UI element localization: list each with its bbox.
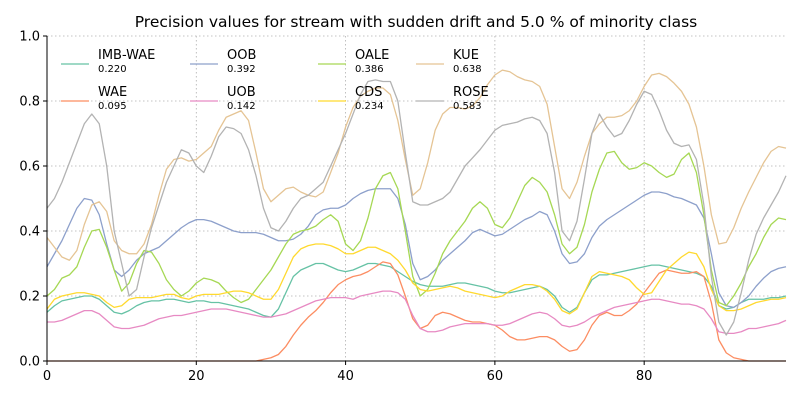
y-tick-label: 0.2 xyxy=(19,290,40,305)
series-line-rose xyxy=(46,79,787,336)
legend-label: IMB-WAE xyxy=(98,48,155,63)
legend-score: 0.583 xyxy=(453,101,482,112)
series-line-wae xyxy=(47,261,786,362)
chart-title: Precision values for stream with sudden … xyxy=(135,13,698,31)
legend-label: UOB xyxy=(227,85,256,100)
y-tick-label: 0.8 xyxy=(19,95,40,110)
series-lines xyxy=(46,69,787,362)
legend-score: 0.142 xyxy=(227,101,256,112)
x-tick-label: 40 xyxy=(337,369,354,384)
series-line-oob xyxy=(46,188,787,309)
legend-score: 0.095 xyxy=(98,101,127,112)
series-line-imb-wae xyxy=(46,262,787,318)
x-tick-label: 80 xyxy=(636,369,653,384)
x-tick-label: 60 xyxy=(487,369,504,384)
x-tick-label: 20 xyxy=(188,369,205,384)
series-line-uob xyxy=(47,290,787,335)
y-tick-label: 1.0 xyxy=(19,30,40,45)
legend-label: OOB xyxy=(227,48,256,63)
y-tick-label: 0.0 xyxy=(19,355,40,370)
series-line-cds xyxy=(46,243,787,315)
y-tick-label: 0.6 xyxy=(19,160,40,175)
axes: 0.0 0.2 0.4 0.6 0.8 1.0 0 20 40 60 80 xyxy=(19,30,786,384)
legend-score: 0.220 xyxy=(98,64,127,75)
legend-label: CDS xyxy=(355,85,382,100)
x-tick-label: 0 xyxy=(43,369,51,384)
legend-score: 0.638 xyxy=(453,64,482,75)
legend-score: 0.234 xyxy=(355,101,384,112)
legend-score: 0.392 xyxy=(227,64,256,75)
legend-score: 0.386 xyxy=(355,64,384,75)
legend-label: WAE xyxy=(98,85,127,100)
legend-label: ROSE xyxy=(453,85,489,100)
legend-label: OALE xyxy=(355,48,389,63)
legend-label: KUE xyxy=(453,48,479,63)
y-tick-label: 0.4 xyxy=(19,225,40,240)
series-line-kue xyxy=(46,69,787,261)
